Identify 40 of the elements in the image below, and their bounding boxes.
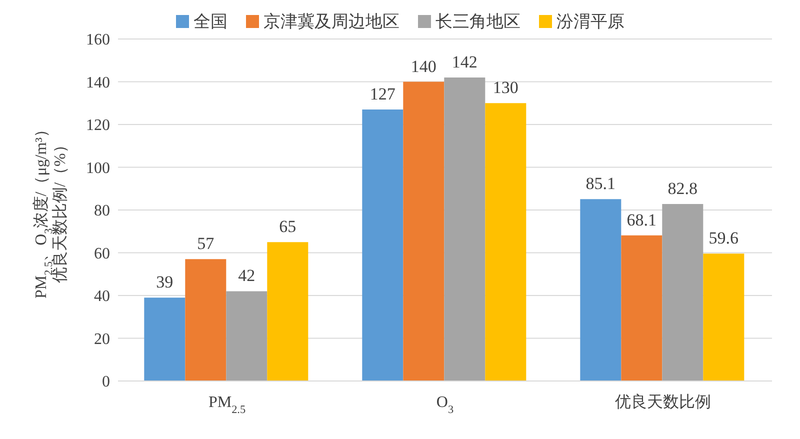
- bar: [580, 199, 622, 381]
- bar: [185, 259, 226, 381]
- bar: [226, 291, 268, 381]
- data-label: 127: [370, 84, 396, 104]
- legend-label: 京津冀及周边地区: [264, 11, 400, 33]
- x-tick-label: 优良天数比例: [615, 393, 711, 411]
- y-tick-label: 40: [94, 288, 110, 306]
- bar: [703, 254, 744, 381]
- legend-label: 长三角地区: [436, 11, 520, 33]
- data-label: 65: [279, 217, 296, 236]
- x-tick-label: O$_{3}$: [436, 394, 454, 416]
- data-label: 140: [410, 56, 436, 76]
- data-label: 85.1: [586, 174, 616, 194]
- y-tick-label: 100: [86, 160, 110, 177]
- x-tick-label: PM$_{2.5}$: [208, 394, 246, 416]
- y-tick-label: 80: [94, 202, 110, 220]
- bar: [144, 298, 186, 381]
- y-tick-label: 140: [86, 74, 110, 92]
- data-label: 68.1: [626, 210, 657, 230]
- bar: [485, 103, 526, 381]
- bar: [444, 77, 486, 381]
- bar: [662, 204, 704, 381]
- y-tick-label: 0: [102, 374, 110, 391]
- bar: [362, 110, 404, 381]
- bar: [621, 235, 662, 381]
- bar: [403, 82, 444, 381]
- data-label: 57: [197, 234, 215, 254]
- data-label: 39: [156, 272, 174, 292]
- bar: [267, 242, 308, 381]
- y-tick-label: 120: [86, 117, 110, 134]
- legend-label: 汾渭平原: [556, 11, 624, 33]
- data-label: 42: [238, 266, 256, 286]
- data-label: 82.8: [668, 179, 698, 198]
- data-label: 130: [492, 78, 518, 98]
- legend-label: 全国: [194, 11, 228, 33]
- data-label: 142: [452, 52, 478, 72]
- data-label: 59.6: [708, 228, 739, 248]
- y-tick-label: 20: [94, 330, 110, 348]
- y-tick-label: 160: [86, 32, 110, 49]
- y-tick-label: 60: [94, 245, 110, 262]
